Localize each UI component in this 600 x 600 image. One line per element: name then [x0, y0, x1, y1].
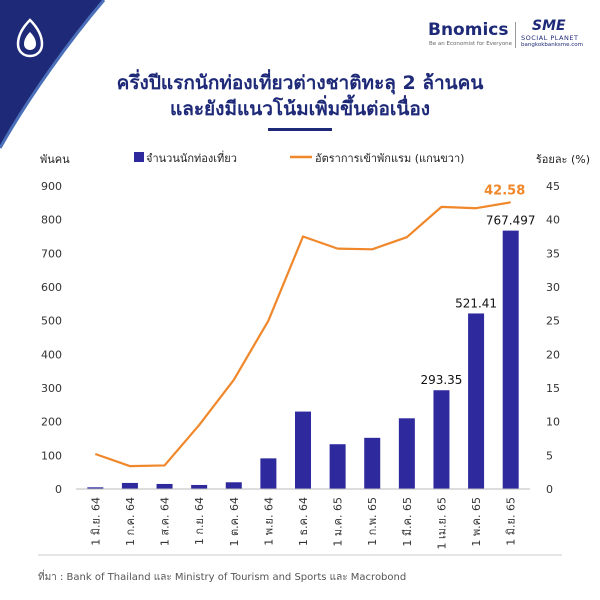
y2-tick-label: 0 [546, 483, 553, 496]
legend-line-label: อัตราการเข้าพักแรม (แกนขวา) [315, 152, 464, 165]
y2-tick-label: 25 [546, 315, 560, 328]
brand-divider [515, 22, 516, 48]
y-tick-label: 300 [41, 382, 62, 395]
y2-tick-label: 45 [546, 180, 560, 193]
bar [364, 437, 381, 489]
x-tick-label: 1 ส.ค. 64 [159, 497, 172, 546]
x-tick-label: 1 ก.ค. 64 [124, 497, 137, 546]
y2-tick-label: 20 [546, 348, 560, 361]
brand-name: Bnomics [428, 20, 509, 40]
y-tick-label: 100 [41, 449, 62, 462]
x-tick-label: 1 มี.ค. 65 [401, 497, 414, 547]
y2-tick-label: 35 [546, 247, 560, 260]
bar [191, 484, 208, 489]
x-tick-label: 1 ธ.ค. 64 [297, 497, 310, 546]
bar [398, 418, 415, 489]
y-tick-label: 400 [41, 348, 62, 361]
x-tick-label: 1 มิ.ย. 64 [89, 497, 102, 546]
title-underline [268, 128, 332, 131]
x-tick-label: 1 ก.พ. 65 [366, 497, 379, 546]
y-tick-label: 700 [41, 247, 62, 260]
bar [295, 411, 311, 489]
bar [468, 313, 485, 489]
bar [502, 230, 519, 489]
y2-tick-label: 30 [546, 281, 560, 294]
x-tick-label: 1 ต.ค. 64 [228, 497, 241, 546]
chart: พันคน ร้อยละ (%) จำนวนนักท่องเที่ยว อัตร… [38, 150, 590, 556]
y2-tick-label: 10 [546, 416, 560, 429]
bar [121, 482, 138, 489]
bar-data-label: 293.35 [420, 373, 462, 387]
brand-block: Bnomics Be an Economist for Everyone SME… [428, 18, 588, 52]
bar-data-label: 767.497 [486, 214, 536, 228]
bar [260, 458, 277, 489]
y-tick-label: 0 [55, 483, 62, 496]
y2-axis-label: ร้อยละ (%) [536, 153, 590, 166]
legend-bar-swatch [134, 152, 144, 162]
x-tick-label: 1 พ.ค. 65 [470, 497, 483, 547]
x-tick-label: 1 พ.ย. 64 [262, 497, 275, 546]
bar [87, 487, 104, 489]
y-tick-label: 900 [41, 180, 62, 193]
y-axis-label: พันคน [40, 153, 70, 166]
line-data-label: 42.58 [484, 183, 525, 198]
source-note: ที่มา : Bank of Thailand และ Ministry of… [38, 572, 407, 583]
legend: จำนวนนักท่องเที่ยว อัตราการเข้าพักแรม (แ… [134, 150, 464, 165]
chart-title-line-1: ครึ่งปีแรกนักท่องเที่ยวต่างชาติทะลุ 2 ล้… [116, 72, 484, 94]
x-tick-label: 1 เม.ย. 65 [435, 497, 448, 549]
y-tick-label: 200 [41, 416, 62, 429]
y2-tick-label: 5 [546, 449, 553, 462]
bar [329, 444, 346, 489]
corner-decoration [0, 0, 106, 149]
partner-subtitle: SOCIAL PLANET [521, 34, 579, 42]
partner-url: bangkokbanksme.com [521, 42, 584, 48]
bar-data-label: 521.41 [455, 296, 497, 310]
bangkok-bank-logo-icon [16, 18, 44, 58]
y-tick-label: 800 [41, 214, 62, 227]
y-tick-label: 600 [41, 281, 62, 294]
y2-tick-label: 15 [546, 382, 560, 395]
x-tick-label: 1 ก.ย. 64 [193, 497, 206, 545]
x-tick-label: 1 ม.ค. 65 [332, 497, 345, 547]
legend-bar-label: จำนวนนักท่องเที่ยว [146, 150, 237, 165]
y-tick-label: 500 [41, 315, 62, 328]
bar [156, 483, 173, 489]
brand-tagline: Be an Economist for Everyone [429, 41, 513, 47]
partner-name: SME [532, 18, 566, 34]
occupancy-line [94, 201, 511, 468]
chart-title-line-2: และยังมีแนวโน้มเพิ่มขึ้นต่อเนื่อง [169, 98, 431, 120]
bar [433, 390, 450, 489]
x-tick-label: 1 มิ.ย. 65 [505, 497, 518, 546]
bar [225, 482, 242, 489]
y2-tick-label: 40 [546, 214, 560, 227]
